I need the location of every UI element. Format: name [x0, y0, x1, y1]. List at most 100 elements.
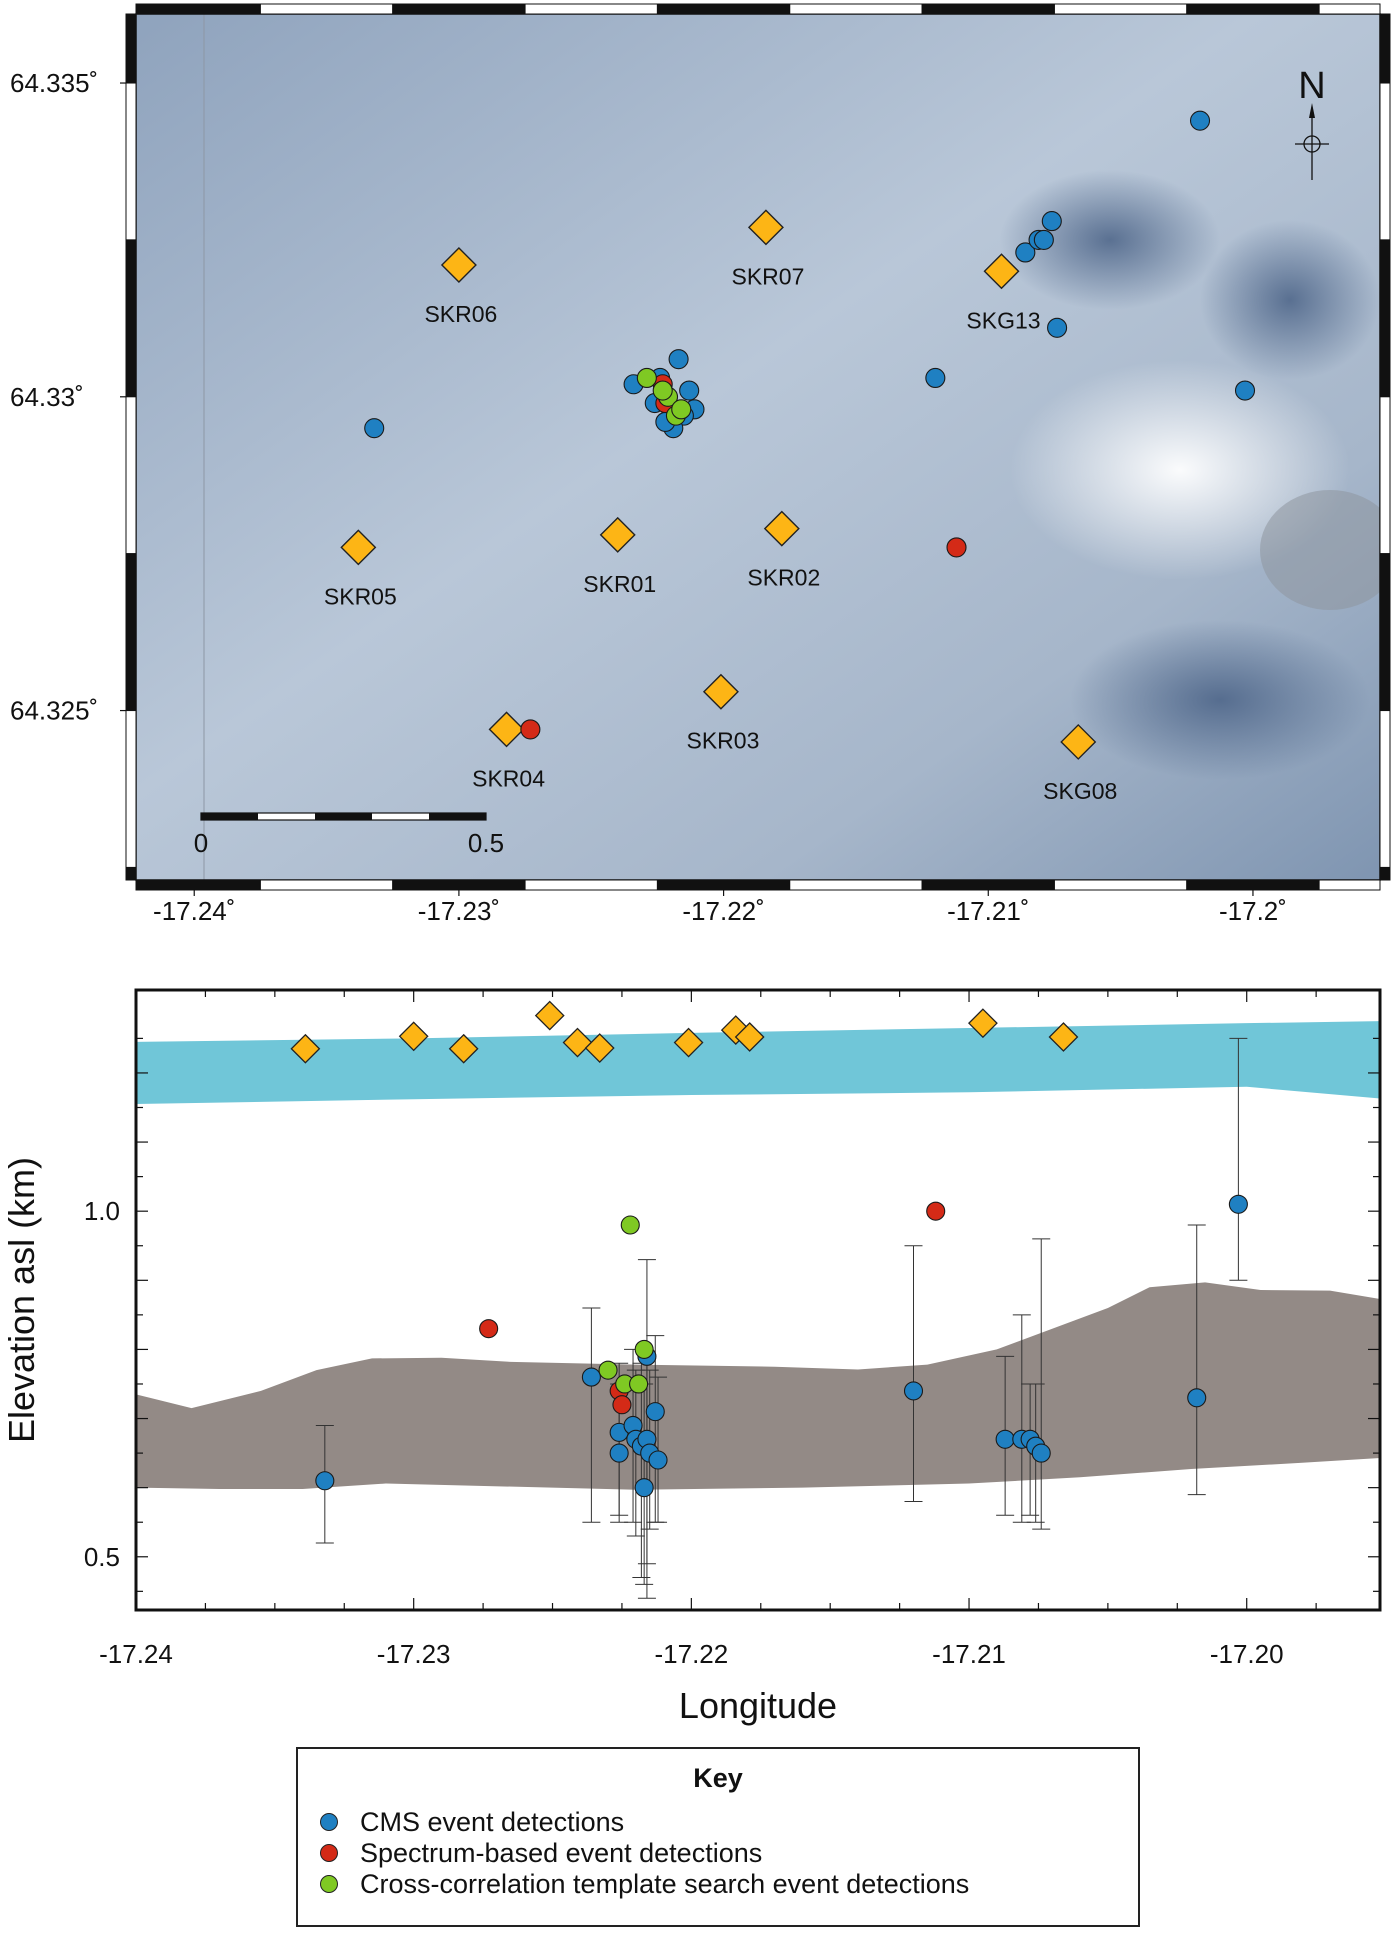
frame-segment — [656, 3, 791, 15]
north-label: N — [1298, 65, 1325, 107]
event-point — [671, 399, 692, 420]
cross-section-panel: -17.24 -17.23 -17.22 -17.21 -17.20 0.5 1.0 Lon… — [1, 988, 1382, 1726]
station-marker — [440, 247, 477, 284]
frame-segment — [392, 3, 526, 15]
scale-label-05: 0.5 — [468, 828, 504, 858]
legend-marker-cms — [320, 1813, 338, 1831]
frame-segment — [392, 879, 526, 891]
event-point — [925, 367, 946, 389]
station-label: SKG08 — [1043, 778, 1117, 804]
frame-segment — [125, 710, 137, 868]
station-marker — [983, 253, 1020, 290]
map-frame — [125, 3, 1391, 891]
frame-segment — [259, 879, 394, 891]
scale-label-0: 0 — [194, 828, 208, 858]
north-arrow: N — [1295, 65, 1329, 180]
event-point — [634, 1478, 654, 1498]
event-point — [598, 1360, 618, 1380]
event-point — [1228, 1194, 1248, 1214]
frame-segment — [1379, 866, 1391, 881]
frame-segment — [1379, 82, 1391, 241]
legend-label-cms: CMS event detections — [360, 1806, 625, 1837]
station-marker — [1060, 723, 1097, 760]
frame-segment — [789, 879, 923, 891]
station-label: SKR01 — [583, 571, 656, 597]
y-tick-label: 1.0 — [84, 1196, 120, 1226]
legend-title: Key — [693, 1763, 743, 1793]
event-point — [679, 380, 700, 401]
map-y-tick-label: 64.335˚ — [10, 68, 98, 98]
frame-segment — [1186, 879, 1320, 891]
map-x-tick-label: -17.2˚ — [1219, 896, 1287, 926]
x-tick-label: -17.21 — [932, 1639, 1006, 1669]
map-stations: SKR06 SKR07 SKG13 SKR05 SKR01 SKR02 SKR03 SKR04… — [324, 209, 1117, 804]
event-point — [1031, 1443, 1051, 1463]
station-marker — [763, 510, 800, 547]
station-marker — [448, 1033, 479, 1064]
station-label: SKR04 — [472, 765, 545, 791]
x-tick-label: -17.24 — [99, 1639, 173, 1669]
station-label: SKR05 — [324, 583, 397, 609]
station-label: SKR07 — [732, 263, 805, 289]
frame-segment — [135, 879, 261, 891]
map-x-tick-label: -17.23˚ — [418, 896, 500, 926]
station-marker — [673, 1027, 704, 1058]
x-tick-label: -17.22 — [654, 1639, 728, 1669]
event-point — [629, 1374, 649, 1394]
frame-segment — [921, 3, 1055, 15]
y-tick-label: 0.5 — [84, 1542, 120, 1572]
x-tick-label: -17.20 — [1210, 1639, 1284, 1669]
event-point — [903, 1381, 924, 1401]
legend-item-xcorr: Cross-correlation template search event … — [320, 1869, 969, 1899]
frame-segment — [125, 866, 137, 881]
station-marker — [1048, 1022, 1079, 1052]
station-marker — [290, 1033, 321, 1064]
map-y-tick-label: 64.325˚ — [10, 696, 98, 726]
station-marker — [562, 1027, 593, 1058]
frame-segment — [259, 3, 394, 15]
event-point — [1047, 317, 1068, 338]
frame-segment — [1379, 396, 1391, 555]
event-point — [612, 1395, 632, 1415]
station-label: SKR03 — [687, 728, 760, 754]
y-axis-label: Elevation asl (km) — [1, 1157, 42, 1443]
frame-segment — [135, 3, 261, 15]
frame-segment — [789, 3, 923, 15]
event-point — [609, 1443, 629, 1463]
event-point — [1187, 1388, 1207, 1408]
event-point — [520, 719, 541, 740]
frame-segment — [1318, 879, 1381, 891]
station-marker — [968, 1008, 998, 1039]
x-tick-label: -17.23 — [377, 1639, 451, 1669]
event-point — [995, 1429, 1015, 1449]
map-x-tick-label: -17.21˚ — [947, 896, 1029, 926]
legend-item-cms: CMS event detections — [320, 1807, 624, 1837]
event-point — [946, 537, 967, 558]
station-marker — [702, 673, 739, 710]
legend-marker-xcorr — [320, 1875, 338, 1893]
frame-segment — [125, 396, 137, 555]
frame-segment — [125, 553, 137, 712]
frame-segment — [921, 879, 1055, 891]
station-marker — [534, 1000, 565, 1031]
station-marker — [488, 711, 525, 748]
event-point — [645, 1402, 665, 1422]
station-marker — [340, 529, 377, 566]
station-marker — [398, 1021, 429, 1052]
frame-segment — [1053, 3, 1188, 15]
scale-bar: 0 0.5 — [194, 812, 504, 858]
north-arrow-icon — [1309, 103, 1315, 118]
station-label: SKR06 — [424, 301, 497, 327]
frame-segment — [1379, 710, 1391, 868]
frame-segment — [1379, 239, 1391, 398]
map-y-tick-label: 64.33˚ — [10, 382, 84, 412]
event-point — [926, 1201, 946, 1221]
station-marker — [734, 1022, 765, 1052]
frame-segment — [1053, 879, 1188, 891]
event-point — [636, 367, 657, 389]
event-point — [315, 1471, 335, 1491]
event-point — [652, 380, 673, 401]
legend-label-xcorr: Cross-correlation template search event … — [360, 1868, 970, 1899]
legend-marker-spectrum — [320, 1844, 338, 1862]
